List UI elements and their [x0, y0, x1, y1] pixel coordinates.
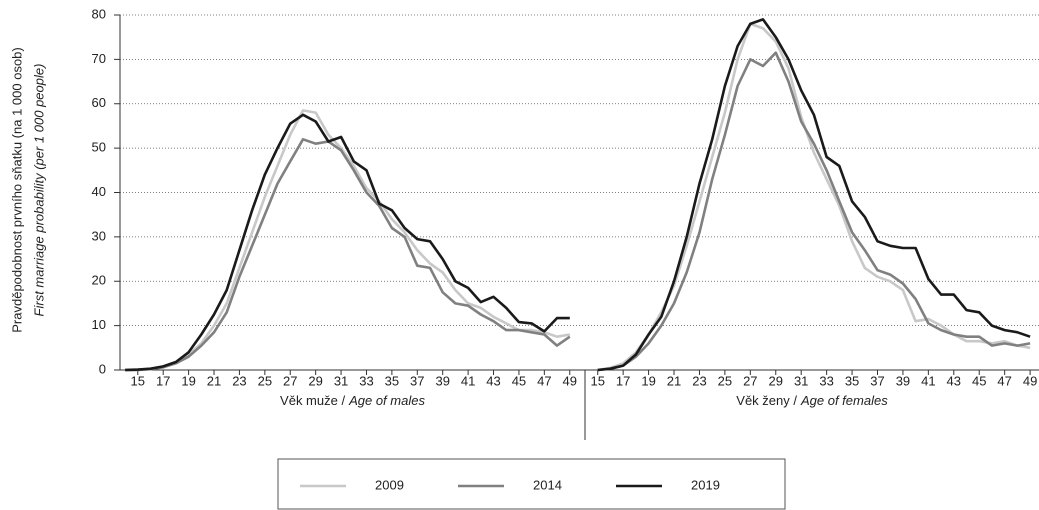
x-tick-label: 31	[334, 373, 348, 388]
x-tick-label: 43	[486, 373, 500, 388]
x-tick-label: 33	[359, 373, 373, 388]
x-tick-label: 29	[769, 373, 783, 388]
x-tick-label: 15	[590, 373, 604, 388]
x-tick-label: 45	[972, 373, 986, 388]
x-axis-label-en: Age of males	[348, 393, 425, 408]
x-tick-label: 15	[131, 373, 145, 388]
x-tick-label: 47	[997, 373, 1011, 388]
y-tick-label: 60	[92, 95, 106, 110]
legend-label: 2014	[533, 477, 562, 492]
x-tick-label: 25	[718, 373, 732, 388]
x-tick-label: 33	[819, 373, 833, 388]
y-tick-label: 40	[92, 184, 106, 199]
y-tick-label: 80	[92, 6, 106, 21]
x-axis-label-cz: Věk muže /	[280, 393, 345, 408]
x-tick-label: 17	[616, 373, 630, 388]
y-tick-label: 20	[92, 273, 106, 288]
x-tick-label: 45	[512, 373, 526, 388]
series-line	[597, 51, 1031, 372]
x-tick-label: 27	[743, 373, 757, 388]
y-tick-label: 0	[99, 361, 106, 376]
x-tick-label: 49	[1023, 373, 1037, 388]
x-tick-label: 43	[947, 373, 961, 388]
x-tick-label: 21	[667, 373, 681, 388]
x-tick-label: 23	[232, 373, 246, 388]
x-tick-label: 49	[563, 373, 577, 388]
x-axis-label: Věk ženy / Age of females	[736, 393, 888, 408]
y-tick-label: 50	[92, 140, 106, 155]
y-tick-label: 30	[92, 228, 106, 243]
x-tick-label: 37	[410, 373, 424, 388]
x-tick-label: 39	[896, 373, 910, 388]
x-axis-label: Věk muže / Age of males	[280, 393, 425, 408]
series-line	[597, 22, 1031, 372]
x-tick-label: 37	[870, 373, 884, 388]
x-tick-label: 19	[641, 373, 655, 388]
legend-label: 2009	[375, 477, 404, 492]
y-tick-label: 10	[92, 317, 106, 332]
x-tick-label: 35	[385, 373, 399, 388]
x-tick-label: 17	[156, 373, 170, 388]
series-line	[125, 109, 571, 372]
x-tick-label: 29	[308, 373, 322, 388]
y-tick-label: 70	[92, 51, 106, 66]
x-tick-label: 35	[845, 373, 859, 388]
x-axis-label-cz: Věk ženy /	[736, 393, 797, 408]
x-tick-label: 41	[461, 373, 475, 388]
x-tick-label: 27	[283, 373, 297, 388]
series-line	[125, 113, 570, 372]
x-axis-label-en: Age of females	[800, 393, 888, 408]
x-tick-label: 47	[537, 373, 551, 388]
y-axis-label-en: First marriage probability (per 1 000 pe…	[31, 64, 46, 317]
x-tick-label: 21	[207, 373, 221, 388]
x-tick-label: 31	[794, 373, 808, 388]
x-tick-label: 41	[921, 373, 935, 388]
legend-label: 2019	[691, 477, 720, 492]
x-tick-label: 19	[181, 373, 195, 388]
x-tick-label: 25	[258, 373, 272, 388]
series-line	[125, 138, 571, 372]
series-line	[597, 18, 1031, 372]
legend-box	[277, 458, 786, 510]
x-tick-label: 39	[435, 373, 449, 388]
x-tick-label: 23	[692, 373, 706, 388]
y-axis-label: Pravděpodobnost prvního sňatku (na 1 000…	[9, 47, 24, 332]
